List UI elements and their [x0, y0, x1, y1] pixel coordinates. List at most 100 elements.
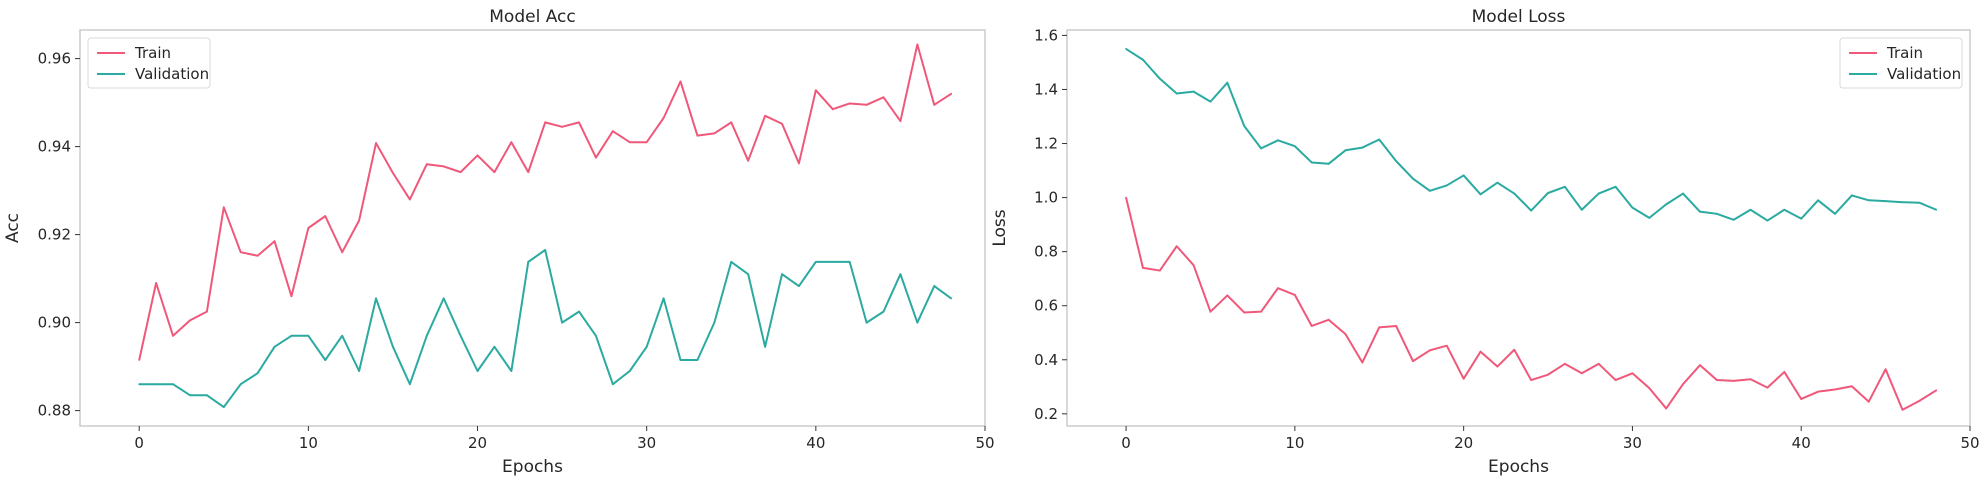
data-point-train: [561, 125, 563, 128]
y-tick-label: 0.92: [38, 226, 71, 244]
data-point-validation: [239, 383, 242, 386]
legend: Train Validation: [1839, 37, 1963, 89]
data-point-validation: [1597, 192, 1600, 195]
data-point-validation: [527, 260, 530, 263]
data-point-validation: [696, 359, 699, 361]
data-point-validation: [1125, 48, 1127, 50]
data-point-validation: [679, 359, 682, 361]
data-point-train: [290, 295, 293, 298]
series-line-validation: [1125, 48, 1937, 222]
data-point-train: [1547, 373, 1549, 376]
data-point-validation: [307, 334, 310, 337]
data-point-validation: [493, 345, 496, 348]
y-tick-label: 1.0: [1034, 189, 1058, 207]
data-point-validation: [1614, 185, 1617, 188]
chart-panel-1: Model Loss 0 10 20 30 40 50 0.2 0.4 0.6 0.8 1.0 1.2 1…: [990, 7, 1980, 477]
data-point-validation: [341, 334, 344, 337]
data-point-validation: [950, 297, 953, 300]
data-point-validation: [222, 406, 225, 408]
data-point-validation: [1209, 100, 1212, 103]
data-point-validation: [256, 372, 259, 375]
data-point-train: [375, 142, 377, 144]
data-point-train: [578, 121, 580, 124]
data-point-train: [1715, 379, 1718, 381]
data-point-validation: [933, 285, 936, 287]
data-point-train: [1665, 407, 1668, 410]
data-point-train: [1749, 378, 1752, 381]
data-point-train: [1901, 408, 1904, 411]
data-point-validation: [155, 383, 158, 386]
data-point-train: [1884, 368, 1887, 371]
data-point-validation: [916, 321, 919, 324]
data-point-validation: [645, 345, 648, 348]
data-point-validation: [1766, 219, 1769, 222]
data-point-validation: [662, 297, 665, 300]
data-point-validation: [831, 260, 834, 263]
data-point-train: [1850, 385, 1853, 388]
data-point-validation: [561, 321, 563, 324]
data-point-validation: [1277, 139, 1279, 142]
data-point-train: [442, 165, 445, 168]
data-point-train: [1783, 371, 1786, 373]
y-tick-label: 1.2: [1034, 135, 1058, 153]
data-point-train: [155, 282, 158, 284]
data-point-validation: [814, 260, 817, 263]
x-tick-label: 30: [637, 434, 656, 452]
data-point-validation: [1682, 192, 1684, 195]
data-point-validation: [1428, 189, 1431, 192]
data-point-validation: [1665, 203, 1668, 206]
chart-title: Model Loss: [1472, 7, 1566, 27]
data-point-train: [138, 359, 141, 361]
data-point-train: [1513, 348, 1516, 351]
x-tick-label: 10: [299, 434, 318, 452]
data-point-train: [611, 130, 614, 133]
data-point-validation: [324, 359, 327, 361]
data-point-validation: [1850, 194, 1853, 197]
data-point-validation: [392, 345, 394, 348]
data-point-train: [1732, 379, 1735, 382]
data-point-train: [324, 215, 327, 218]
data-point-train: [679, 80, 682, 83]
data-point-train: [764, 114, 766, 117]
data-point-train: [1192, 264, 1195, 267]
data-point-train: [1412, 360, 1414, 363]
data-point-validation: [375, 297, 377, 300]
data-point-validation: [1158, 77, 1161, 80]
data-point-validation: [290, 334, 293, 337]
data-point-validation: [1293, 145, 1296, 148]
data-point-train: [595, 156, 597, 159]
y-tick-label: 0.6: [1034, 297, 1058, 315]
data-point-train: [1327, 318, 1330, 321]
x-tick-label: 0: [1121, 434, 1131, 452]
data-point-validation: [442, 297, 445, 300]
data-point-train: [1479, 350, 1482, 353]
data-point-validation: [1783, 208, 1786, 211]
data-point-validation: [1732, 218, 1735, 221]
data-point-validation: [1243, 125, 1246, 127]
data-point-validation: [1564, 185, 1566, 188]
data-point-validation: [1361, 146, 1364, 149]
data-point-validation: [1547, 192, 1549, 194]
data-point-train: [493, 171, 496, 174]
legend-label-train: Train: [134, 44, 171, 62]
data-point-train: [1243, 311, 1246, 314]
data-point-validation: [713, 321, 716, 324]
data-point-validation: [1580, 208, 1583, 211]
data-point-validation: [1901, 201, 1904, 204]
data-point-validation: [189, 394, 191, 397]
data-point-validation: [781, 273, 783, 276]
data-point-train: [222, 206, 225, 209]
data-point-train: [1867, 400, 1870, 403]
data-point-train: [1428, 349, 1431, 352]
data-point-train: [205, 310, 208, 313]
data-point-validation: [1344, 149, 1347, 152]
data-point-train: [1361, 361, 1364, 364]
data-point-train: [747, 159, 750, 162]
data-point-validation: [628, 370, 631, 372]
data-point-validation: [1699, 210, 1701, 213]
data-point-train: [865, 103, 868, 106]
x-tick-label: 0: [134, 434, 144, 452]
legend-label-validation: Validation: [1887, 65, 1961, 83]
legend-label-train: Train: [1886, 44, 1923, 62]
data-point-validation: [1412, 177, 1414, 180]
